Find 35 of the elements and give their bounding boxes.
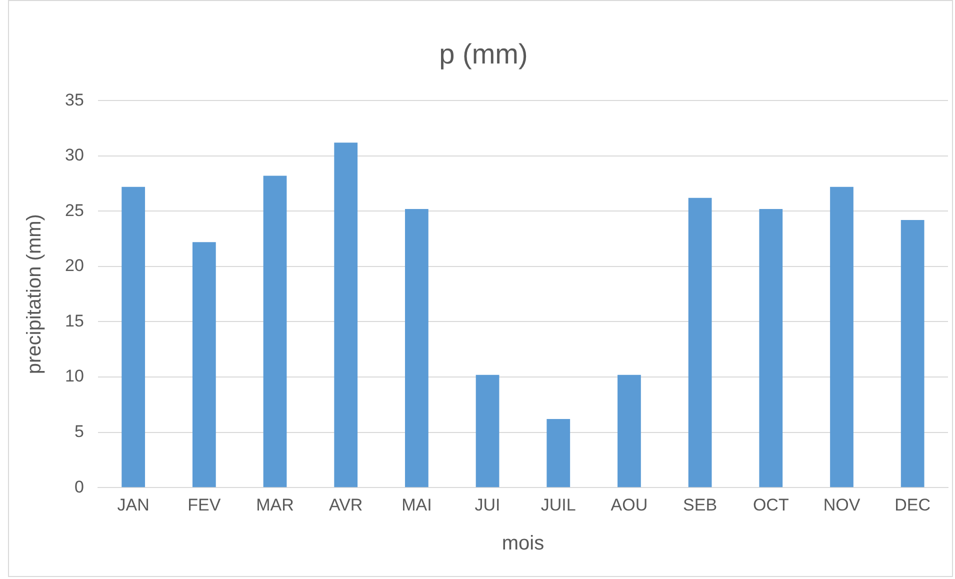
x-tick-label: NOV	[823, 495, 861, 514]
bar	[900, 220, 924, 488]
bar	[334, 142, 358, 488]
y-tick-label: 15	[64, 311, 84, 330]
x-tick-label: AVR	[329, 495, 363, 514]
y-tick-label: 25	[64, 200, 84, 220]
x-tick-label: FEV	[188, 495, 222, 514]
y-axis-title: precipitation (mm)	[24, 214, 46, 374]
x-axis-title: mois	[502, 532, 544, 555]
y-tick-label: 5	[74, 422, 84, 441]
bar	[546, 419, 570, 488]
bar	[476, 374, 500, 488]
y-tick-label: 30	[64, 146, 84, 165]
x-tick-label: DEC	[894, 495, 931, 514]
bar	[618, 374, 641, 488]
x-tick-label: OCT	[752, 495, 789, 514]
bar	[759, 208, 783, 488]
bar	[830, 186, 854, 488]
y-tick-label: 10	[64, 366, 84, 386]
x-tick-label: AOU	[610, 495, 648, 514]
x-tick-label: JAN	[117, 495, 150, 514]
y-tick-label: 20	[64, 256, 84, 276]
chart-title: p (mm)	[439, 38, 528, 70]
x-tick-label: JUI	[474, 495, 500, 514]
bar	[688, 198, 712, 488]
x-tick-label: MAI	[402, 495, 432, 514]
x-tick-label: SEB	[683, 495, 718, 514]
bar	[405, 208, 428, 488]
bar	[192, 242, 216, 488]
x-tick-label: MAR	[256, 495, 294, 514]
y-tick-label: 35	[64, 90, 84, 110]
x-tick-label: JUIL	[540, 495, 576, 514]
bar	[263, 176, 287, 488]
bar	[122, 186, 146, 488]
y-tick-label: 0	[74, 477, 84, 496]
